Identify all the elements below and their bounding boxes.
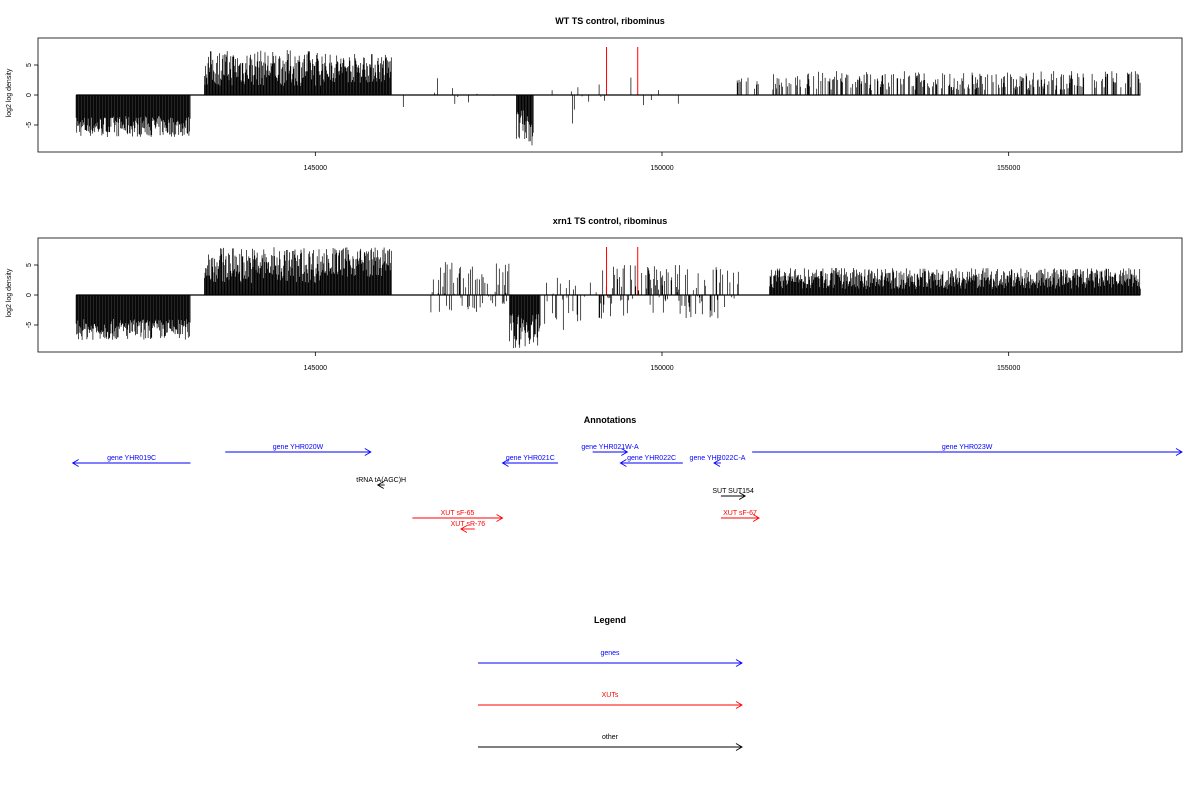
annotation-label: gene YHR023W — [942, 444, 993, 451]
legend-arrow — [478, 701, 743, 709]
y-tick-label: 5 — [26, 63, 33, 67]
xrn1-density-panel: xrn1 TS control, ribominus log2 log dens… — [6, 216, 1183, 372]
legend-arrow — [478, 743, 743, 751]
annotation-arrow — [501, 459, 558, 467]
annotation-arrow — [720, 514, 760, 522]
annotation-label: gene YHR021C — [506, 455, 555, 462]
legend-arrow — [478, 659, 743, 667]
y-tick-label: 5 — [26, 263, 33, 267]
highlight-layer — [606, 47, 639, 95]
annotation-label: tRNA tA(AGC)H — [356, 477, 406, 484]
annotation-arrow — [713, 459, 721, 467]
bars-layer — [75, 247, 1141, 349]
wt-density-panel: WT TS control, ribominus log2 log densit… — [6, 16, 1183, 172]
bars-layer — [75, 50, 1141, 146]
y-tick-label: 0 — [26, 93, 33, 97]
legend-label: genes — [600, 650, 620, 657]
annotation-arrow — [225, 448, 372, 456]
x-tick-label: 150000 — [650, 165, 673, 172]
x-tick-label: 145000 — [304, 165, 327, 172]
annotation-label: SUT SUT154 — [712, 488, 754, 495]
legend-title: Legend — [594, 615, 626, 625]
annotation-label: gene YHR022C — [627, 455, 676, 462]
x-tick-label: 145000 — [304, 365, 327, 372]
annotation-label: gene YHR020W — [273, 444, 324, 451]
x-axis: 145000 150000 155000 — [304, 352, 1020, 372]
annotation-arrow — [71, 459, 191, 467]
legend-label: XUTs — [602, 692, 619, 699]
annotation-arrow — [460, 525, 475, 533]
x-axis: 145000 150000 155000 — [304, 152, 1020, 172]
annotation-arrow — [619, 459, 683, 467]
annotation-label: gene YHR021W-A — [581, 444, 639, 451]
x-tick-label: 155000 — [997, 165, 1020, 172]
y-axis: 5 0 -5 — [26, 263, 39, 328]
x-tick-label: 155000 — [997, 365, 1020, 372]
annotation-label: gene YHR019C — [107, 455, 156, 462]
y-axis: 5 0 -5 — [26, 63, 39, 128]
annotation-arrow — [592, 448, 629, 456]
annotation-label: XUT sF-67 — [723, 510, 757, 517]
annotation-tracks: gene YHR019C gene YHR020W gene YHR021C gene… — [71, 444, 1183, 533]
panel-title: xrn1 TS control, ribominus — [553, 216, 668, 226]
annotation-label: XUT sF-65 — [441, 510, 475, 517]
annotation-label: XUT sR-76 — [451, 521, 486, 528]
highlight-layer — [606, 247, 639, 295]
legend-panel: Legend genes XUTs other — [478, 615, 743, 751]
y-tick-label: 0 — [26, 293, 33, 297]
annotation-arrow — [752, 448, 1183, 456]
panel-title: WT TS control, ribominus — [555, 16, 665, 26]
y-axis-label: log2 log density — [6, 268, 13, 317]
annotation-arrow — [376, 481, 385, 489]
x-tick-label: 150000 — [650, 365, 673, 372]
annotation-arrow — [720, 492, 747, 500]
legend-items: genes XUTs other — [478, 650, 743, 751]
y-tick-label: -5 — [26, 122, 33, 128]
annotation-label: gene YHR022C-A — [690, 455, 746, 462]
y-tick-label: -5 — [26, 322, 33, 328]
annotation-arrow — [412, 514, 504, 522]
y-axis-label: log2 log density — [6, 68, 13, 117]
legend-label: other — [602, 734, 619, 741]
annotations-title: Annotations — [584, 415, 637, 425]
